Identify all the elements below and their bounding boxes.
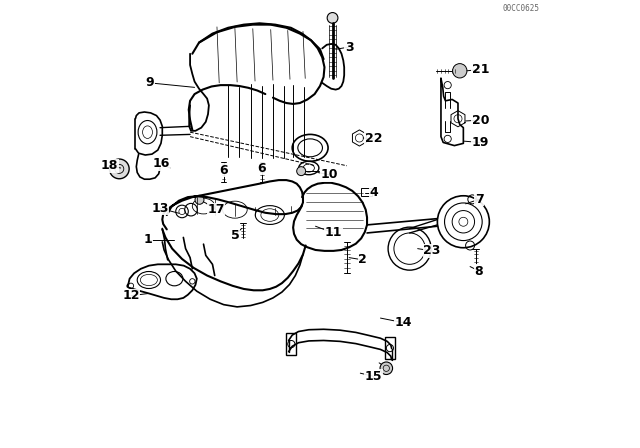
Text: 2: 2 [358,253,367,267]
Text: 14: 14 [394,316,412,329]
Text: 00CC0625: 00CC0625 [502,4,540,13]
Circle shape [297,167,306,176]
Text: 4: 4 [369,186,378,199]
Text: 9: 9 [145,76,154,90]
Text: 7: 7 [475,193,483,206]
Text: 16: 16 [152,157,170,170]
Circle shape [195,195,204,204]
Text: 21: 21 [472,63,489,76]
Text: 12: 12 [122,289,140,302]
Text: 20: 20 [472,113,489,127]
Circle shape [437,196,490,248]
Text: 13: 13 [152,202,169,215]
Bar [287,333,296,355]
Text: 23: 23 [423,244,441,258]
Text: 19: 19 [472,136,489,149]
Bar [385,337,395,359]
Circle shape [109,159,129,179]
Text: 5: 5 [230,228,239,242]
Circle shape [380,362,392,375]
Circle shape [452,64,467,78]
Text: 15: 15 [365,370,383,383]
Text: 11: 11 [324,226,342,240]
Text: 8: 8 [475,264,483,278]
Text: 6: 6 [220,164,228,177]
Text: 3: 3 [345,40,353,54]
Text: 17: 17 [207,203,225,216]
Text: 18: 18 [100,159,118,172]
Bar [361,188,372,196]
Circle shape [327,13,338,23]
Text: 10: 10 [320,168,338,181]
Text: 22: 22 [365,132,383,146]
Text: 6: 6 [257,161,266,175]
Text: 1: 1 [143,233,152,246]
